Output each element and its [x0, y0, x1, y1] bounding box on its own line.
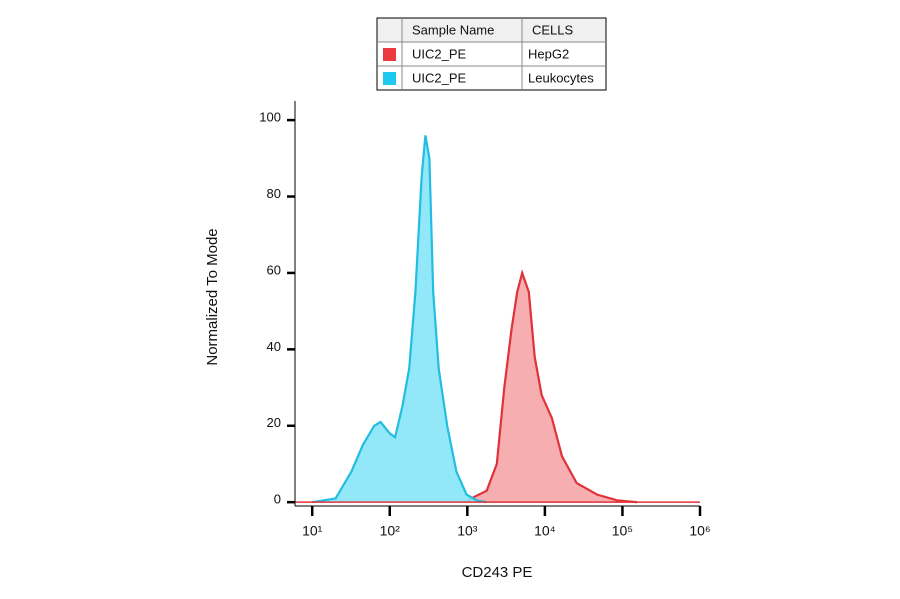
legend-swatch	[383, 72, 396, 85]
y-tick-label: 40	[267, 339, 281, 354]
area-fill	[312, 135, 487, 503]
x-tick-label: 10⁵	[612, 523, 633, 539]
histogram-line	[312, 135, 487, 504]
histogram-line	[466, 269, 638, 504]
y-tick-label: 80	[267, 186, 281, 201]
legend-cells: HepG2	[528, 46, 569, 61]
legend-name: UIC2_PE	[412, 46, 467, 61]
y-tick-label: 100	[259, 110, 281, 125]
x-tick-label: 10⁶	[689, 523, 710, 539]
x-tick-label: 10²	[380, 523, 401, 539]
y-tick-label: 60	[267, 262, 281, 277]
legend-name: UIC2_PE	[412, 70, 467, 85]
legend-border	[376, 17, 607, 91]
legend-swatch	[383, 48, 396, 61]
y-axis-label: Normalized To Mode	[204, 228, 221, 365]
y-tick-label: 20	[267, 415, 281, 430]
legend-cells: Leukocytes	[528, 70, 594, 85]
x-axis-label: CD243 PE	[462, 564, 533, 581]
x-tick-label: 10¹	[302, 523, 323, 539]
y-tick-label: 0	[274, 492, 281, 507]
legend-header: Sample Name	[412, 22, 494, 37]
legend: Sample Name CELLS UIC2_PE HepG2 UIC2_PE Leuko…	[376, 17, 607, 91]
area-fill	[467, 272, 638, 503]
x-tick-label: 10³	[457, 523, 478, 539]
x-tick-label: 10⁴	[534, 523, 556, 539]
legend-header: CELLS	[532, 22, 574, 37]
